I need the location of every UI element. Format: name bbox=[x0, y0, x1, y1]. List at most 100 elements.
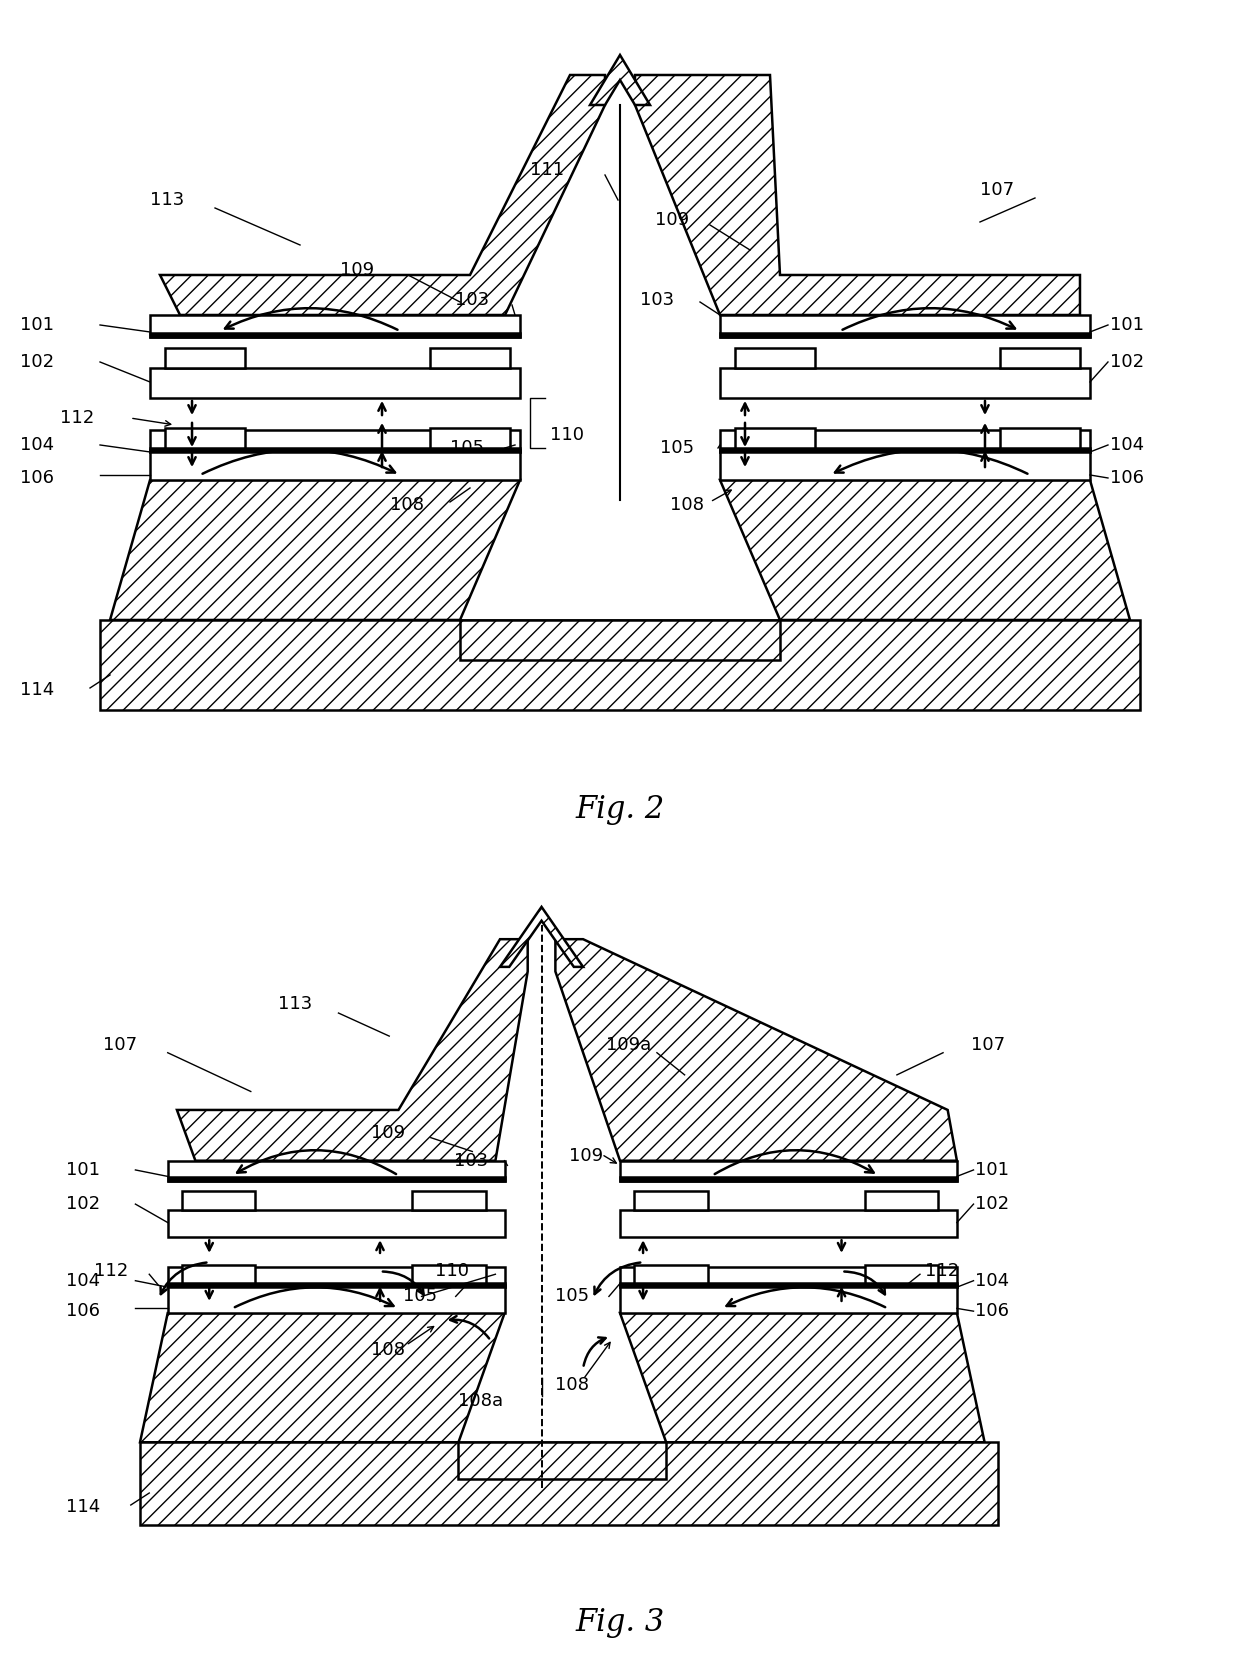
Text: 103: 103 bbox=[454, 1151, 489, 1169]
Text: 113: 113 bbox=[150, 191, 185, 209]
Bar bbox=[720, 448, 1090, 452]
Bar bbox=[100, 621, 1140, 709]
Text: 114: 114 bbox=[66, 1497, 100, 1516]
Bar bbox=[620, 1210, 957, 1238]
Polygon shape bbox=[620, 1313, 985, 1442]
Bar bbox=[150, 448, 520, 452]
Text: 109: 109 bbox=[340, 261, 374, 279]
Text: 102: 102 bbox=[1110, 353, 1145, 371]
Bar bbox=[735, 348, 815, 368]
Bar bbox=[167, 1285, 505, 1313]
Text: 107: 107 bbox=[971, 1036, 1004, 1054]
Polygon shape bbox=[460, 621, 780, 659]
Text: Fig. 3: Fig. 3 bbox=[575, 1606, 665, 1638]
Text: 108: 108 bbox=[670, 495, 704, 514]
Text: 101: 101 bbox=[1110, 316, 1145, 335]
Polygon shape bbox=[500, 907, 583, 967]
Text: 104: 104 bbox=[976, 1271, 1009, 1290]
Text: 111: 111 bbox=[529, 161, 564, 179]
Text: 109: 109 bbox=[655, 211, 689, 229]
Text: 112: 112 bbox=[94, 1263, 128, 1280]
Text: 101: 101 bbox=[66, 1161, 100, 1179]
Bar bbox=[720, 368, 1090, 398]
Bar bbox=[150, 368, 520, 398]
Text: 102: 102 bbox=[20, 353, 55, 371]
Bar bbox=[150, 450, 520, 480]
Polygon shape bbox=[720, 480, 1130, 621]
Text: 108: 108 bbox=[556, 1375, 589, 1394]
Bar bbox=[634, 1265, 708, 1285]
Bar bbox=[413, 1265, 486, 1285]
Bar bbox=[167, 1283, 505, 1287]
Bar bbox=[620, 1283, 957, 1287]
Text: 112: 112 bbox=[925, 1263, 959, 1280]
Bar bbox=[720, 315, 1090, 336]
Bar bbox=[165, 428, 246, 450]
Bar bbox=[167, 1161, 505, 1181]
Text: 106: 106 bbox=[20, 468, 55, 487]
Text: 109: 109 bbox=[371, 1124, 405, 1143]
Text: 104: 104 bbox=[20, 437, 55, 453]
Bar bbox=[634, 1191, 708, 1210]
Bar bbox=[167, 1210, 505, 1238]
Text: 101: 101 bbox=[20, 316, 55, 335]
Polygon shape bbox=[160, 75, 605, 315]
Bar bbox=[620, 1266, 957, 1287]
Bar bbox=[150, 315, 520, 336]
Polygon shape bbox=[140, 1313, 505, 1442]
Bar bbox=[150, 430, 520, 452]
Bar bbox=[165, 348, 246, 368]
Polygon shape bbox=[459, 1442, 666, 1479]
Bar bbox=[181, 1191, 255, 1210]
Text: 106: 106 bbox=[66, 1302, 100, 1320]
Bar bbox=[181, 1265, 255, 1285]
Bar bbox=[167, 1266, 505, 1287]
Text: 108: 108 bbox=[391, 495, 424, 514]
Bar bbox=[140, 1442, 998, 1526]
Text: 106: 106 bbox=[1110, 468, 1145, 487]
Text: 102: 102 bbox=[976, 1195, 1009, 1213]
Text: 109a: 109a bbox=[606, 1036, 651, 1054]
Text: 107: 107 bbox=[103, 1036, 138, 1054]
Text: 105: 105 bbox=[556, 1288, 589, 1305]
Polygon shape bbox=[177, 939, 528, 1161]
Text: 104: 104 bbox=[1110, 437, 1145, 453]
Text: 103: 103 bbox=[455, 291, 489, 310]
Polygon shape bbox=[590, 55, 650, 105]
Bar bbox=[620, 1178, 957, 1181]
Text: 108: 108 bbox=[371, 1342, 404, 1358]
Bar bbox=[620, 1285, 957, 1313]
Text: 107: 107 bbox=[980, 181, 1014, 199]
Text: 103: 103 bbox=[640, 291, 675, 310]
Polygon shape bbox=[556, 939, 957, 1161]
Bar bbox=[150, 333, 520, 336]
Text: 114: 114 bbox=[20, 681, 55, 699]
Text: 101: 101 bbox=[976, 1161, 1009, 1179]
Text: 108a: 108a bbox=[459, 1392, 503, 1410]
Bar bbox=[167, 1178, 505, 1181]
Bar bbox=[720, 450, 1090, 480]
Bar bbox=[430, 348, 510, 368]
Text: 106: 106 bbox=[976, 1302, 1009, 1320]
Bar bbox=[999, 428, 1080, 450]
Text: 104: 104 bbox=[66, 1271, 100, 1290]
Polygon shape bbox=[110, 480, 520, 621]
Text: 105: 105 bbox=[660, 438, 694, 457]
Text: Fig. 2: Fig. 2 bbox=[575, 795, 665, 825]
Polygon shape bbox=[635, 75, 1080, 315]
Bar bbox=[720, 430, 1090, 452]
Bar bbox=[620, 1161, 957, 1181]
Bar bbox=[999, 348, 1080, 368]
Text: 110: 110 bbox=[551, 427, 584, 443]
Text: 112: 112 bbox=[60, 408, 94, 427]
Text: 105: 105 bbox=[450, 438, 484, 457]
Bar bbox=[720, 333, 1090, 336]
Bar bbox=[413, 1191, 486, 1210]
Bar bbox=[735, 428, 815, 450]
Text: 109: 109 bbox=[569, 1148, 604, 1164]
Text: 105: 105 bbox=[403, 1288, 438, 1305]
Text: 113: 113 bbox=[279, 995, 312, 1012]
Bar bbox=[864, 1191, 939, 1210]
Bar bbox=[864, 1265, 939, 1285]
Bar bbox=[430, 428, 510, 450]
